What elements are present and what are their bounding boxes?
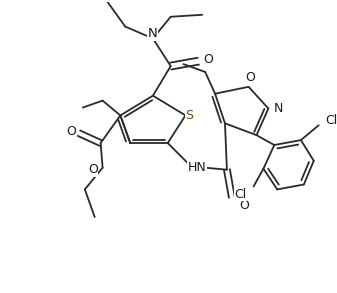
Text: O: O <box>203 53 213 66</box>
Text: N: N <box>274 102 283 115</box>
Text: Cl: Cl <box>235 188 247 201</box>
Text: O: O <box>246 71 255 84</box>
Text: O: O <box>239 199 249 212</box>
Text: Cl: Cl <box>326 114 337 127</box>
Text: S: S <box>185 109 193 122</box>
Text: O: O <box>66 125 76 138</box>
Text: HN: HN <box>188 161 207 174</box>
Text: N: N <box>148 27 158 40</box>
Text: O: O <box>88 163 98 176</box>
